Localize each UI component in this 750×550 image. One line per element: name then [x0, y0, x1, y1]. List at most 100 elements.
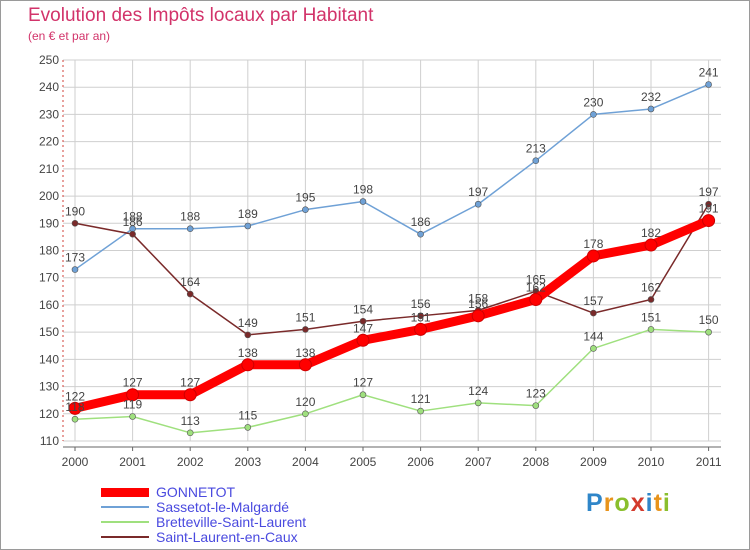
data-label: 127 — [123, 376, 143, 390]
y-tick-label: 190 — [39, 216, 59, 230]
x-tick-label: 2002 — [177, 455, 204, 469]
data-point — [302, 410, 309, 418]
data-point — [359, 317, 367, 325]
y-tick-label: 230 — [39, 107, 59, 121]
data-label: 162 — [641, 280, 661, 294]
y-tick-label: 200 — [39, 189, 59, 203]
proxiti-logo: Proxiti — [586, 489, 671, 517]
data-point — [359, 198, 367, 205]
data-label: 151 — [411, 310, 431, 324]
chart-subtitle: (en € et par an) — [28, 29, 111, 43]
data-point — [705, 81, 712, 88]
y-tick-label: 120 — [39, 407, 59, 421]
data-point — [359, 391, 367, 399]
series-line-3 — [74, 203, 710, 336]
data-point — [126, 388, 140, 402]
data-label: 115 — [238, 408, 257, 422]
data-label: 138 — [238, 346, 258, 360]
x-tick-label: 2009 — [580, 455, 607, 469]
series-line-0 — [70, 216, 714, 413]
data-label: 213 — [526, 142, 546, 156]
x-tick-label: 2005 — [350, 455, 377, 469]
data-label: 156 — [468, 297, 488, 311]
data-label: 124 — [468, 384, 488, 398]
legend-label: Saint-Laurent-en-Caux — [156, 529, 298, 545]
data-point — [532, 157, 540, 164]
data-point — [129, 413, 136, 420]
data-label: 127 — [353, 376, 373, 390]
y-tick-label: 160 — [39, 298, 59, 312]
data-point — [417, 312, 424, 320]
data-point — [298, 358, 312, 372]
y-tick-label: 130 — [39, 380, 59, 394]
data-point — [417, 407, 424, 415]
data-point — [647, 105, 655, 113]
x-tick-label: 2001 — [119, 455, 146, 469]
data-point — [474, 200, 482, 208]
data-point — [186, 290, 194, 298]
data-point — [302, 206, 309, 213]
data-label: 113 — [181, 414, 200, 428]
x-tick-label: 2008 — [522, 455, 549, 469]
data-label: 120 — [295, 395, 315, 409]
data-point — [705, 200, 712, 208]
data-point — [586, 249, 600, 263]
data-point — [68, 401, 82, 415]
chart-title: Evolution des Impôts locaux par Habitant — [28, 5, 374, 26]
data-point — [186, 429, 194, 437]
y-tick-label: 150 — [39, 325, 59, 339]
data-label: 198 — [353, 183, 373, 197]
data-point — [71, 219, 79, 227]
data-point — [71, 266, 79, 273]
y-tick-label: 250 — [39, 53, 59, 67]
data-point — [590, 111, 597, 118]
data-label: 191 — [699, 202, 719, 216]
data-label: 197 — [468, 185, 488, 199]
data-label: 150 — [699, 313, 719, 327]
data-label: 158 — [468, 291, 488, 305]
data-point — [183, 388, 197, 402]
data-label: 232 — [641, 90, 661, 104]
data-point — [186, 225, 194, 233]
legend-label: GONNETOT — [156, 484, 236, 500]
data-point — [532, 402, 540, 409]
legend-label: Sassetot-le-Malgardé — [156, 499, 290, 515]
data-label: 138 — [295, 346, 315, 360]
data-label: 121 — [411, 392, 431, 406]
data-point — [241, 358, 255, 372]
x-tick-label: 2000 — [62, 455, 89, 469]
y-tick-label: 220 — [39, 135, 59, 149]
data-point — [414, 322, 428, 336]
legend-swatch — [101, 487, 149, 497]
data-label: 186 — [123, 215, 143, 229]
data-point — [417, 230, 424, 238]
data-label: 189 — [238, 207, 258, 221]
legend-swatch — [101, 521, 149, 523]
data-label: 118 — [65, 400, 84, 414]
data-label: 162 — [526, 280, 546, 294]
data-point — [471, 309, 485, 323]
data-point — [644, 238, 658, 252]
data-point — [244, 331, 252, 339]
series-line-2 — [74, 328, 710, 434]
y-tick-label: 240 — [39, 80, 59, 94]
data-label: 144 — [583, 329, 603, 343]
data-point — [647, 296, 655, 303]
data-point — [590, 309, 597, 317]
legend-swatch — [101, 536, 149, 538]
data-point — [129, 230, 136, 238]
data-label: 164 — [180, 275, 200, 289]
data-label: 173 — [65, 251, 85, 265]
y-tick-label: 210 — [39, 162, 59, 176]
data-label: 154 — [353, 302, 373, 316]
data-point — [590, 345, 597, 352]
x-tick-label: 2003 — [234, 455, 261, 469]
data-label: 195 — [295, 191, 315, 205]
data-point — [474, 399, 482, 407]
data-point — [705, 328, 712, 336]
data-point — [302, 326, 309, 333]
data-label: 197 — [699, 185, 719, 199]
data-label: 165 — [526, 272, 546, 286]
data-label: 188 — [180, 210, 200, 224]
